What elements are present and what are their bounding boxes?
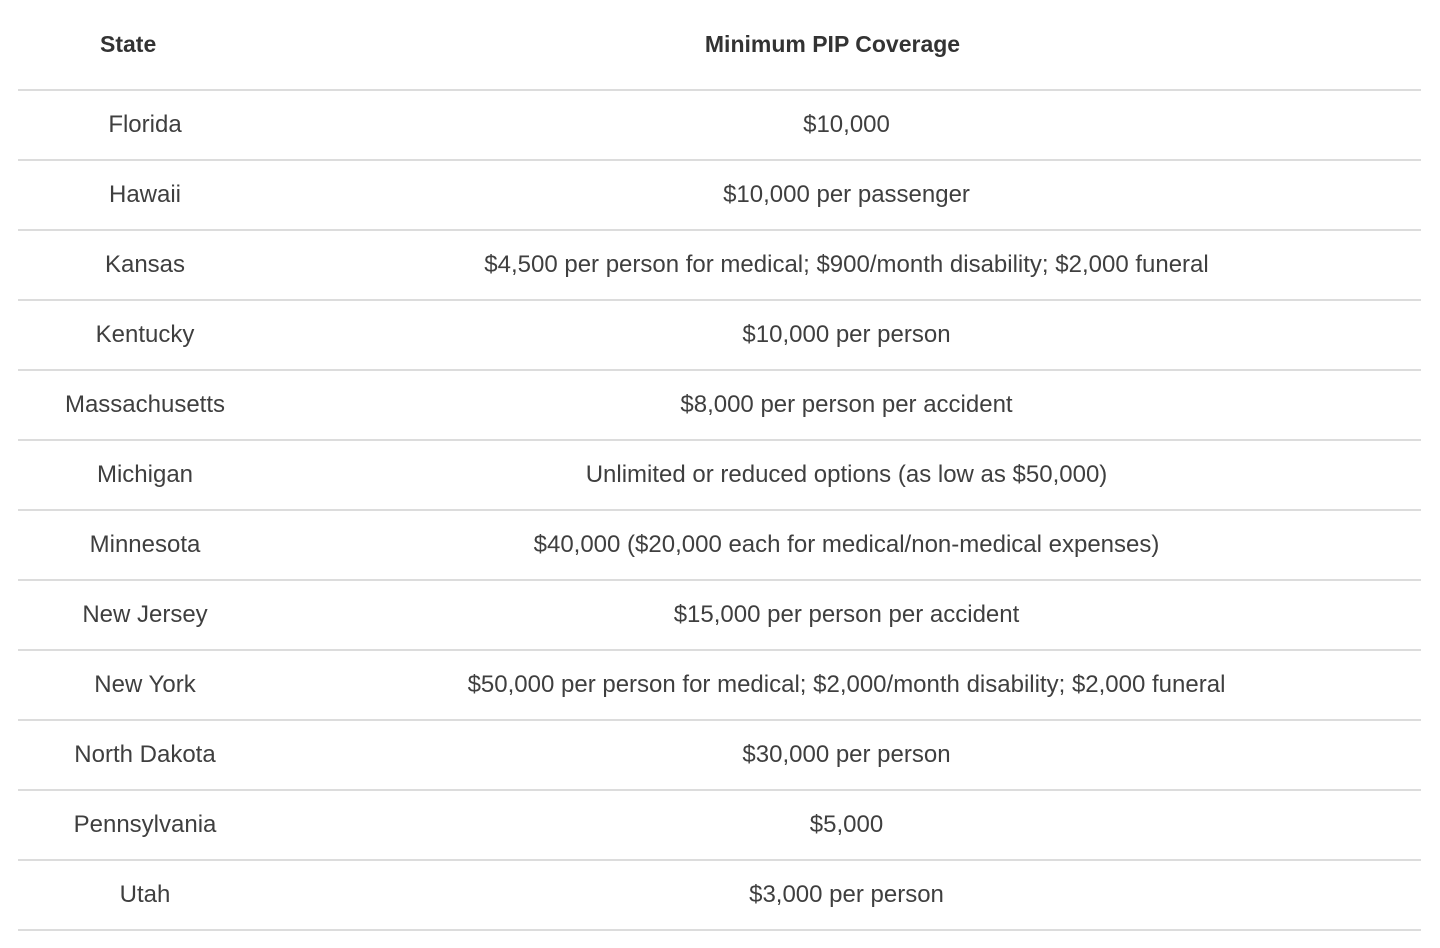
table-row: Massachusetts $8,000 per person per accid…	[18, 370, 1421, 441]
coverage-cell: $3,000 per person	[272, 860, 1421, 931]
coverage-cell: $8,000 per person per accident	[272, 370, 1421, 441]
state-cell: Utah	[18, 860, 272, 931]
state-cell: Minnesota	[18, 510, 272, 581]
state-cell: Kansas	[18, 230, 272, 301]
header-state: State	[18, 0, 272, 91]
coverage-cell: $10,000 per person	[272, 300, 1421, 371]
table-row: Hawaii $10,000 per passenger	[18, 160, 1421, 231]
table-row: Florida $10,000	[18, 90, 1421, 161]
table-row: Kentucky $10,000 per person	[18, 300, 1421, 371]
coverage-cell: $10,000	[272, 90, 1421, 161]
coverage-cell: $30,000 per person	[272, 720, 1421, 791]
coverage-cell: $40,000 ($20,000 each for medical/non-me…	[272, 510, 1421, 581]
coverage-cell: $5,000	[272, 790, 1421, 861]
state-cell: Kentucky	[18, 300, 272, 371]
state-cell: North Dakota	[18, 720, 272, 791]
coverage-cell: $4,500 per person for medical; $900/mont…	[272, 230, 1421, 301]
coverage-cell: $15,000 per person per accident	[272, 580, 1421, 651]
coverage-cell: $10,000 per passenger	[272, 160, 1421, 231]
table-row: Minnesota $40,000 ($20,000 each for medic…	[18, 510, 1421, 581]
table-row: New Jersey $15,000 per person per acciden…	[18, 580, 1421, 651]
state-cell: Michigan	[18, 440, 272, 511]
header-row: State Minimum PIP Coverage	[18, 0, 1421, 91]
state-cell: Hawaii	[18, 160, 272, 231]
table-row: Pennsylvania $5,000	[18, 790, 1421, 861]
state-cell: Florida	[18, 90, 272, 161]
state-cell: New Jersey	[18, 580, 272, 651]
coverage-cell: Unlimited or reduced options (as low as …	[272, 440, 1421, 511]
table-row: New York $50,000 per person for medical; …	[18, 650, 1421, 721]
table-row: Kansas $4,500 per person for medical; $90…	[18, 230, 1421, 301]
state-cell: Massachusetts	[18, 370, 272, 441]
state-cell: Pennsylvania	[18, 790, 272, 861]
table-row: North Dakota $30,000 per person	[18, 720, 1421, 791]
pip-coverage-table: State Minimum PIP Coverage Florida $10,00…	[18, 0, 1421, 931]
header-coverage: Minimum PIP Coverage	[272, 0, 1421, 91]
table-row: Utah $3,000 per person	[18, 860, 1421, 931]
table-row: Michigan Unlimited or reduced options (as…	[18, 440, 1421, 511]
state-cell: New York	[18, 650, 272, 721]
coverage-cell: $50,000 per person for medical; $2,000/m…	[272, 650, 1421, 721]
